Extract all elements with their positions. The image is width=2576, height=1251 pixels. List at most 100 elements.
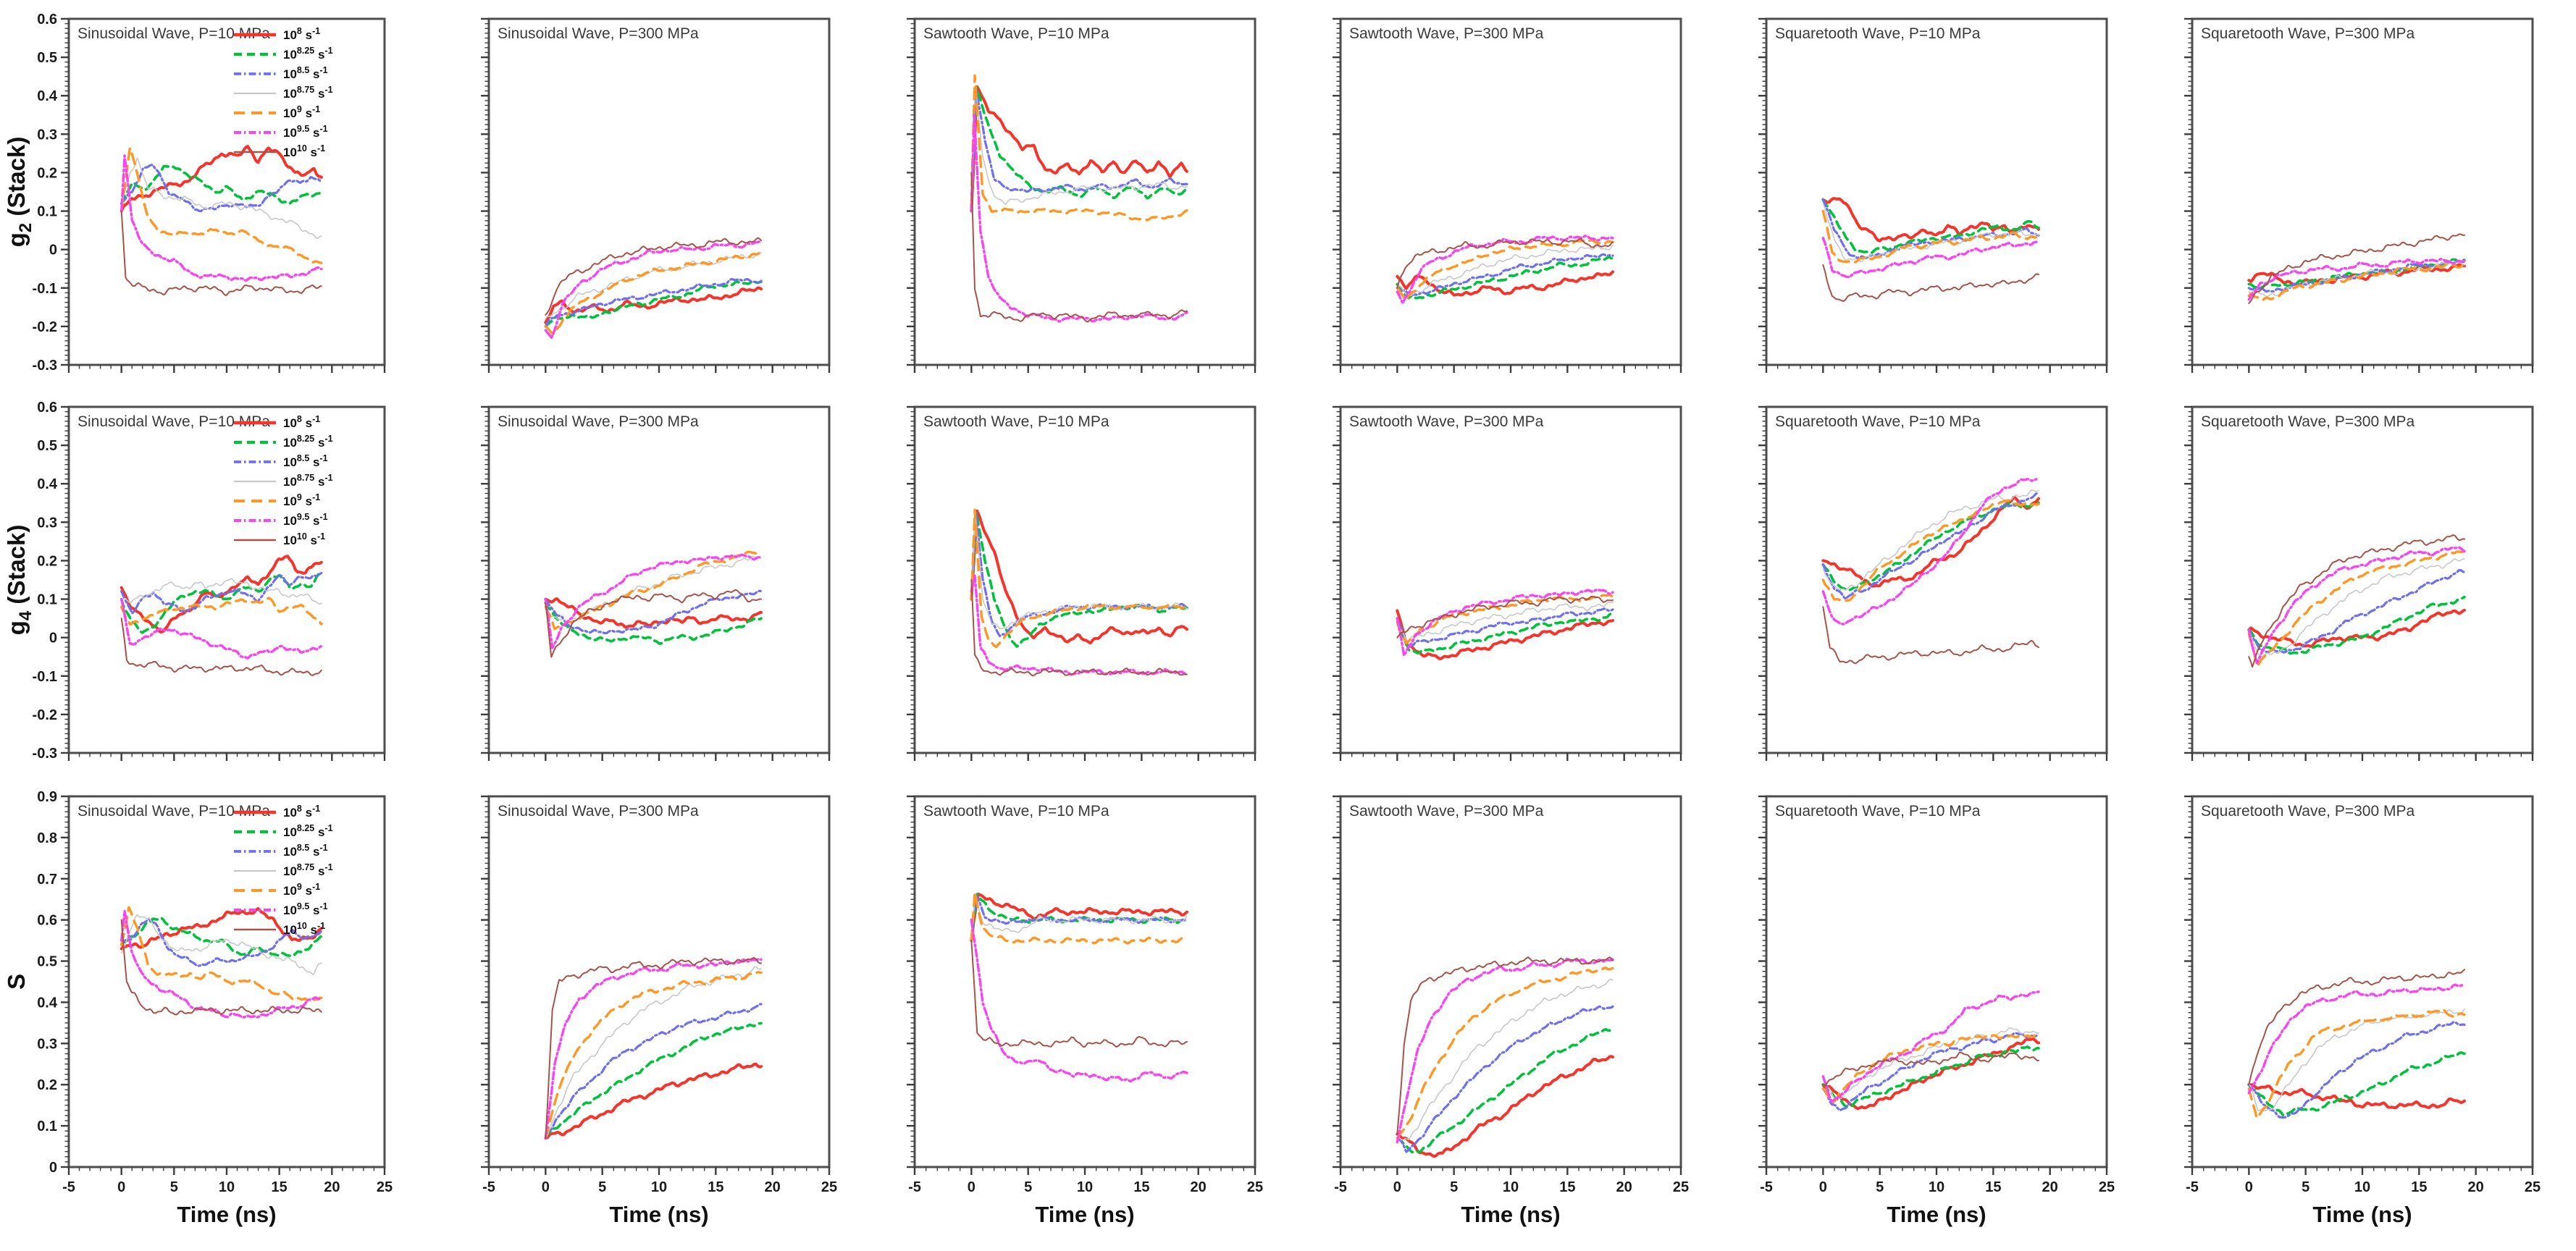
x-tick-label: 10: [1077, 1179, 1093, 1195]
series-line-10e8.75: [2248, 1008, 2465, 1112]
series-line-10e9.5: [2247, 546, 2466, 665]
x-tick-label: -5: [62, 1179, 75, 1195]
legend-label-10e8.75: 108.75 s-1: [283, 85, 333, 101]
series-line-10e8.5: [2247, 569, 2466, 654]
y-tick-label: -0.3: [33, 746, 57, 762]
axis-ticks: [1758, 405, 2108, 761]
series-line-10e10: [1822, 606, 2039, 665]
chart-canvas-r2-c3: -5 0 5 10 15 20 25 Time (ns) Sawtooth Wave, P=30…: [1333, 795, 1689, 1227]
series-line-10e8: [119, 145, 323, 213]
legend-label-10e10: 1010 s-1: [283, 921, 325, 937]
axis-ticks: [907, 795, 1256, 1175]
axis-ticks: [481, 405, 831, 761]
series-line-10e9: [2247, 1008, 2466, 1119]
chart-cell-r1-c0: 0.6 0.5 0.4 0.3 0.2 0.1 0 -0.1 -0.2 -0.3 g4 (Stack…: [0, 384, 445, 789]
series-group: [970, 74, 1188, 323]
x-tick-label: 15: [272, 1179, 288, 1195]
series-line-10e10: [970, 579, 1188, 677]
legend-label-10e8.5: 108.5 s-1: [283, 65, 328, 81]
series-line-10e9: [1821, 499, 2040, 602]
series-line-10e8.5: [1396, 1005, 1614, 1153]
x-tick-label: 0: [542, 1179, 550, 1195]
chart-title: Sawtooth Wave, P=10 MPa: [923, 413, 1109, 430]
legend-label-10e8.25: 108.25 s-1: [283, 434, 333, 450]
legend-label-10e9.5: 109.5 s-1: [283, 124, 328, 140]
y-tick-label: 0.6: [37, 400, 57, 416]
series-line-10e8.25: [970, 85, 1188, 213]
series-line-10e8.75: [1396, 244, 1614, 296]
x-tick-label: 5: [1450, 1179, 1458, 1195]
series-line-10e8.5: [1396, 253, 1614, 297]
legend-label-10e8.75: 108.75 s-1: [283, 862, 333, 878]
chart-cell-r0-c1: Sinusoidal Wave, P=300 MPa: [445, 0, 871, 384]
series-line-10e8.75: [120, 578, 322, 605]
y-tick-label: 0.5: [37, 954, 57, 970]
y-tick-label: -0.2: [33, 707, 57, 723]
chart-cell-r0-c2: Sawtooth Wave, P=10 MPa: [871, 0, 1297, 384]
series-line-10e10: [1396, 238, 1614, 289]
figure-row-0: 0.6 0.5 0.4 0.3 0.2 0.1 0 -0.1 -0.2 -0.3 g2 (Stack…: [0, 0, 2576, 384]
plot-frame: [2191, 795, 2534, 1168]
x-tick-label: 5: [1876, 1179, 1884, 1195]
series-line-10e10: [545, 237, 762, 316]
x-tick-label: 25: [821, 1179, 837, 1195]
x-tick-label: 0: [968, 1179, 976, 1195]
x-axis-title: Time (ns): [609, 1202, 708, 1227]
chart-title: Squaretooth Wave, P=10 MPa: [1775, 803, 1981, 820]
plot-frame: [487, 17, 831, 366]
y-tick-label: 0.1: [37, 592, 57, 608]
y-tick-label: 0.5: [37, 438, 57, 454]
legend-label-10e9: 109 s-1: [283, 104, 320, 120]
plot-frame: [1765, 795, 2108, 1168]
chart-cell-r1-c3: Sawtooth Wave, P=300 MPa: [1297, 384, 1723, 789]
series-line-10e8.75: [1396, 978, 1614, 1141]
axis-ticks: [1333, 17, 1682, 373]
series-group: [544, 237, 763, 340]
chart-canvas-r1-c5: Squaretooth Wave, P=300 MPa: [2184, 405, 2534, 761]
legend-label-10e9.5: 109.5 s-1: [283, 901, 328, 917]
series-line-10e9: [120, 146, 323, 264]
series-line-10e9: [1821, 1032, 2040, 1104]
legend-label-10e8.25: 108.25 s-1: [283, 46, 333, 62]
y-tick-label: 0.2: [37, 165, 57, 181]
series-line-10e9: [544, 971, 763, 1140]
x-tick-label: 20: [1191, 1179, 1207, 1195]
chart-title: Sinusoidal Wave, P=300 MPa: [498, 25, 699, 42]
chart-cell-r2-c3: -5 0 5 10 15 20 25 Time (ns) Sawtooth Wave, P=30…: [1297, 789, 1723, 1251]
axis-ticks: [1333, 405, 1682, 761]
x-axis-title: Time (ns): [2312, 1202, 2412, 1227]
figure-row-1: 0.6 0.5 0.4 0.3 0.2 0.1 0 -0.1 -0.2 -0.3 g4 (Stack…: [0, 384, 2576, 789]
axis-ticks: [61, 795, 386, 1175]
series-line-10e8.75: [120, 914, 322, 976]
series-line-10e8: [2247, 608, 2466, 648]
chart-cell-r0-c4: Squaretooth Wave, P=10 MPa: [1723, 0, 2149, 384]
chart-canvas-r0-c4: Squaretooth Wave, P=10 MPa: [1758, 17, 2108, 373]
y-tick-label: -0.3: [33, 358, 57, 374]
figure-row-2: 0.9 0.8 0.7 0.6 0.5 0.4 0.3 0.2 0.1 0 S -5 0 5 10 15 20 2…: [0, 789, 2576, 1251]
axis-ticks: [907, 405, 1256, 761]
plot-frame: [2191, 405, 2534, 754]
series-line-10e8: [1396, 1055, 1614, 1158]
x-tick-label: -5: [2186, 1179, 2199, 1195]
legend-label-10e10: 1010 s-1: [283, 531, 325, 547]
chart-cell-r0-c0: 0.6 0.5 0.4 0.3 0.2 0.1 0 -0.1 -0.2 -0.3 g2 (Stack…: [0, 0, 445, 384]
chart-title: Sawtooth Wave, P=10 MPa: [923, 25, 1109, 42]
chart-canvas-r0-c1: Sinusoidal Wave, P=300 MPa: [481, 17, 831, 373]
series-line-10e9.5: [1821, 990, 2040, 1104]
plot-frame: [1339, 795, 1682, 1168]
y-tick-label: 0.2: [37, 1077, 57, 1093]
x-axis-title: Time (ns): [1461, 1202, 1560, 1227]
x-tick-label: 0: [2245, 1179, 2253, 1195]
series-line-10e10: [1822, 1051, 2039, 1087]
y-tick-label: 0.4: [37, 88, 58, 104]
y-tick-label: -0.2: [33, 319, 57, 335]
chart-title: Squaretooth Wave, P=10 MPa: [1775, 413, 1981, 430]
x-tick-label: 25: [377, 1179, 393, 1195]
x-axis-title: Time (ns): [1035, 1202, 1134, 1227]
axis-ticks: [61, 405, 386, 761]
series-group: [970, 891, 1188, 1083]
series-line-10e9: [1396, 966, 1614, 1140]
x-axis-title: Time (ns): [177, 1202, 276, 1227]
series-line-10e8.75: [1396, 602, 1614, 642]
axis-ticks: [2184, 405, 2534, 761]
